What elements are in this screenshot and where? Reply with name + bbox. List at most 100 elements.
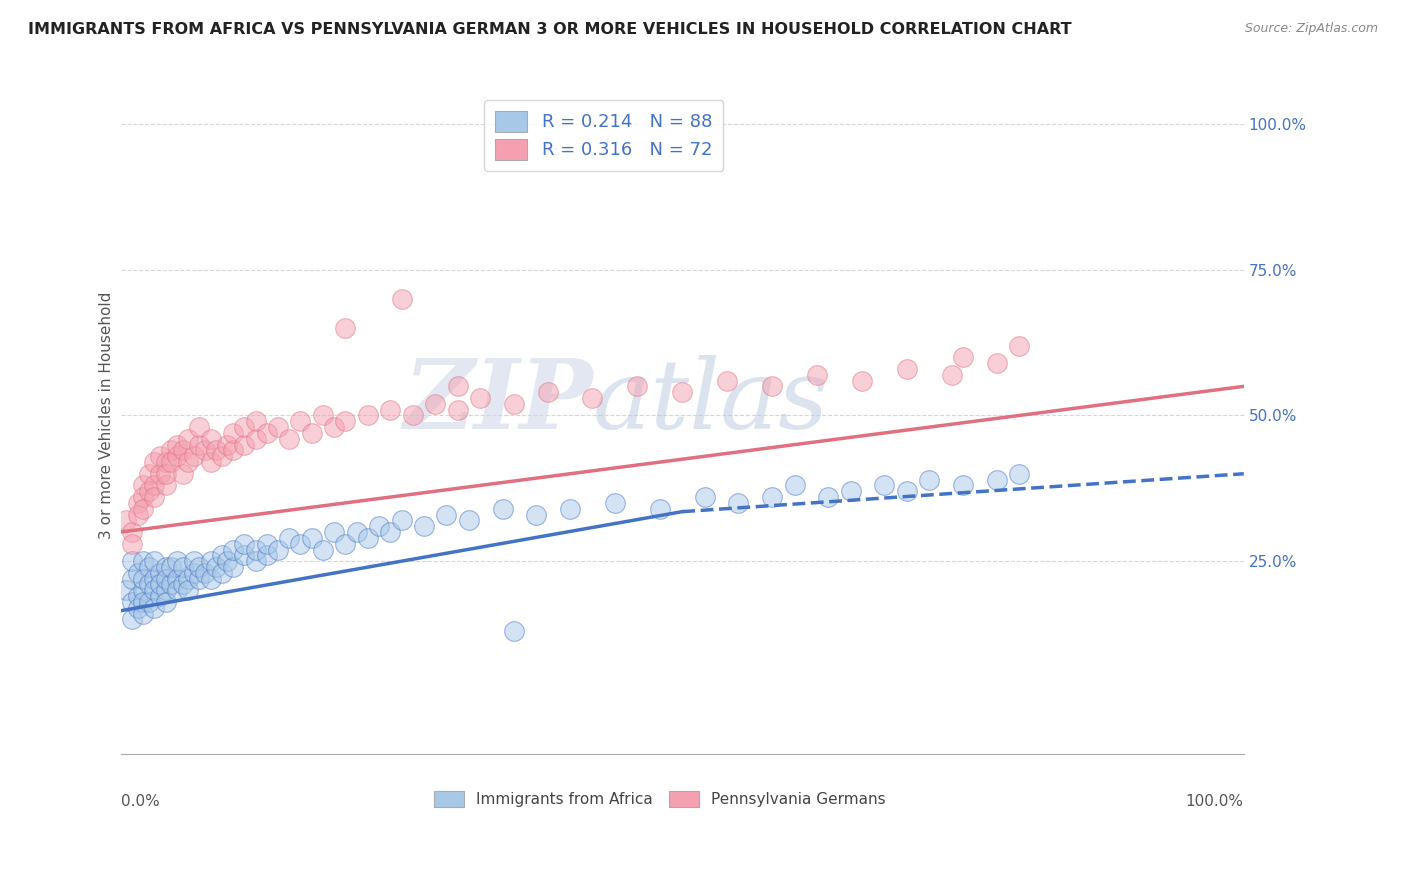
Point — [143, 583, 166, 598]
Point — [436, 508, 458, 522]
Point — [873, 478, 896, 492]
Point — [783, 478, 806, 492]
Point — [172, 467, 194, 481]
Point — [149, 566, 172, 580]
Point — [132, 572, 155, 586]
Point — [301, 531, 323, 545]
Point — [155, 572, 177, 586]
Point — [121, 612, 143, 626]
Point — [346, 524, 368, 539]
Point — [177, 432, 200, 446]
Point — [166, 554, 188, 568]
Point — [205, 443, 228, 458]
Point — [222, 443, 245, 458]
Point — [301, 425, 323, 440]
Point — [155, 467, 177, 481]
Point — [143, 554, 166, 568]
Point — [447, 379, 470, 393]
Point — [457, 513, 479, 527]
Point — [380, 524, 402, 539]
Point — [245, 414, 267, 428]
Point — [502, 397, 524, 411]
Point — [952, 478, 974, 492]
Point — [172, 443, 194, 458]
Point — [132, 490, 155, 504]
Point — [245, 542, 267, 557]
Point — [127, 566, 149, 580]
Point — [267, 420, 290, 434]
Point — [267, 542, 290, 557]
Point — [211, 450, 233, 464]
Point — [143, 455, 166, 469]
Point — [335, 537, 357, 551]
Point — [160, 577, 183, 591]
Point — [138, 484, 160, 499]
Point — [132, 478, 155, 492]
Point — [132, 501, 155, 516]
Text: Source: ZipAtlas.com: Source: ZipAtlas.com — [1244, 22, 1378, 36]
Point — [155, 560, 177, 574]
Point — [648, 501, 671, 516]
Point — [149, 577, 172, 591]
Point — [172, 560, 194, 574]
Point — [380, 402, 402, 417]
Point — [127, 600, 149, 615]
Point — [200, 554, 222, 568]
Point — [121, 572, 143, 586]
Point — [217, 437, 239, 451]
Point — [245, 554, 267, 568]
Point — [761, 379, 783, 393]
Point — [200, 455, 222, 469]
Point — [160, 560, 183, 574]
Point — [177, 572, 200, 586]
Point — [761, 490, 783, 504]
Point — [312, 409, 335, 423]
Point — [357, 409, 380, 423]
Point — [323, 420, 346, 434]
Point — [233, 549, 256, 563]
Point — [132, 554, 155, 568]
Point — [806, 368, 828, 382]
Point — [188, 572, 211, 586]
Point — [357, 531, 380, 545]
Point — [183, 554, 205, 568]
Text: 0.0%: 0.0% — [121, 794, 159, 809]
Point — [138, 467, 160, 481]
Point — [233, 537, 256, 551]
Point — [851, 374, 873, 388]
Point — [160, 443, 183, 458]
Point — [149, 450, 172, 464]
Point — [671, 385, 693, 400]
Point — [693, 490, 716, 504]
Point — [211, 549, 233, 563]
Point — [138, 577, 160, 591]
Point — [194, 443, 217, 458]
Point — [896, 362, 918, 376]
Point — [205, 560, 228, 574]
Point — [194, 566, 217, 580]
Point — [121, 554, 143, 568]
Point — [138, 560, 160, 574]
Point — [335, 414, 357, 428]
Point — [177, 583, 200, 598]
Point — [896, 484, 918, 499]
Point — [233, 420, 256, 434]
Point — [160, 455, 183, 469]
Point — [155, 595, 177, 609]
Point — [183, 566, 205, 580]
Point — [188, 437, 211, 451]
Point — [278, 432, 301, 446]
Point — [391, 513, 413, 527]
Point — [368, 519, 391, 533]
Point — [166, 572, 188, 586]
Point — [727, 496, 749, 510]
Point — [143, 490, 166, 504]
Point — [132, 595, 155, 609]
Legend: Immigrants from Africa, Pennsylvania Germans: Immigrants from Africa, Pennsylvania Ger… — [427, 785, 891, 814]
Point — [1008, 338, 1031, 352]
Point — [256, 537, 278, 551]
Point — [143, 600, 166, 615]
Point — [177, 455, 200, 469]
Point — [603, 496, 626, 510]
Point — [817, 490, 839, 504]
